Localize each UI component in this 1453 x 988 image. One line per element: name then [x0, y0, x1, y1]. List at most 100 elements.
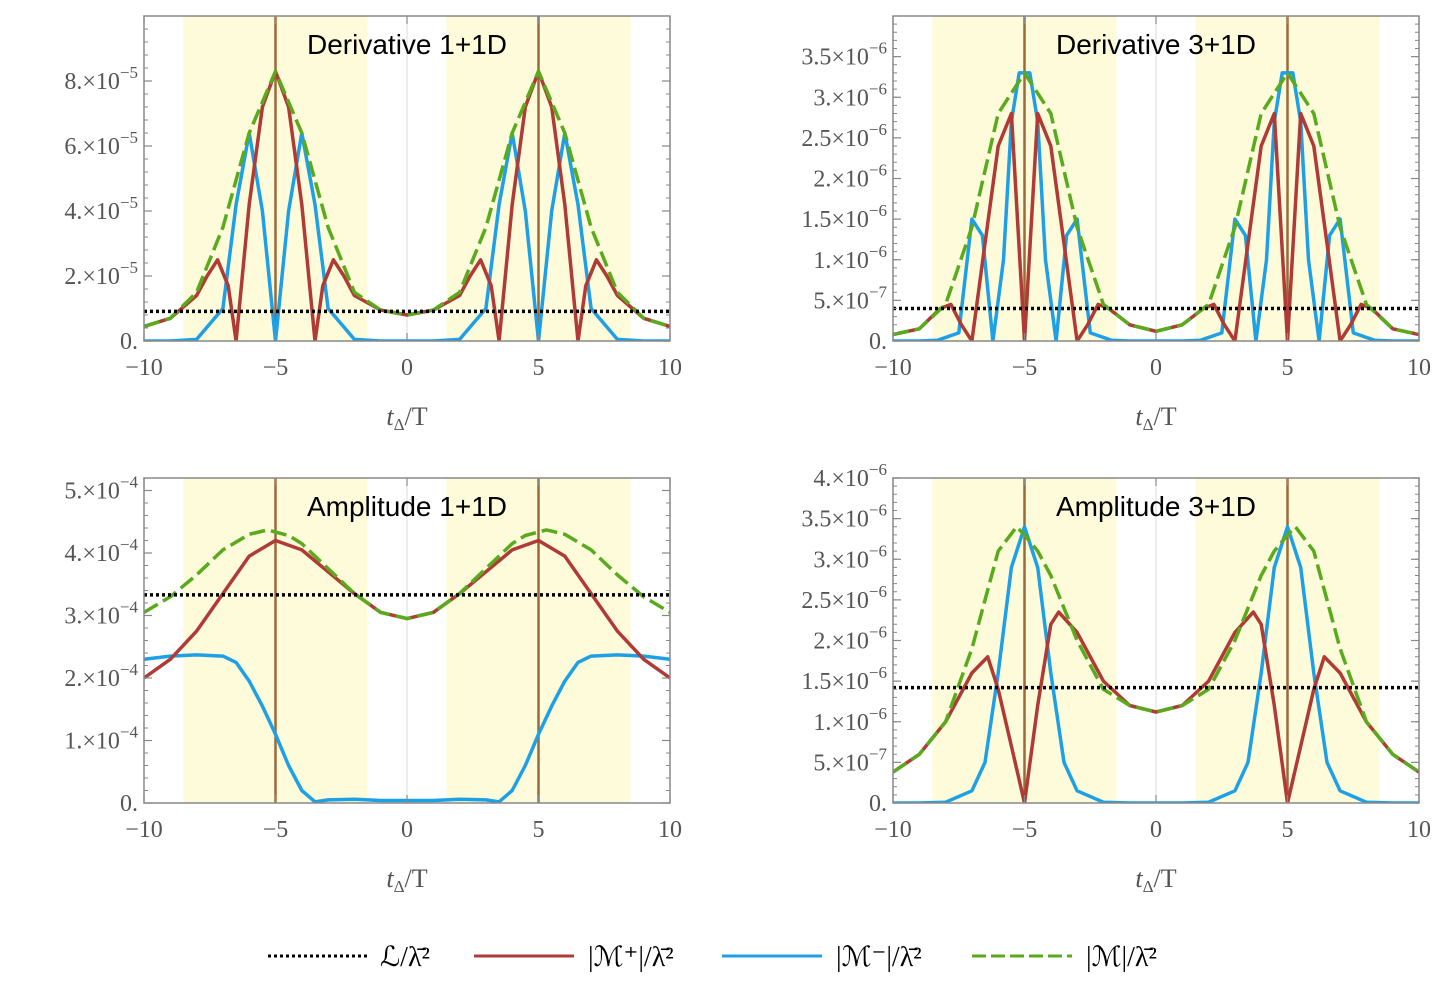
x-tick-label: −5	[263, 817, 289, 843]
y-tick-label: 3.5×10−6	[801, 39, 887, 71]
x-axis-label: tΔ/T	[1135, 864, 1176, 896]
series-Mm	[893, 525, 1419, 803]
x-axis-label-rest: /T	[405, 402, 428, 431]
legend-label-L: ℒ/λ̄²	[380, 942, 430, 973]
y-tick-label: 6.×10−5	[64, 128, 138, 160]
y-tick-exponent: −6	[869, 460, 887, 479]
y-tick-exponent: −4	[120, 473, 139, 492]
y-tick-label: 2.5×10−6	[801, 582, 887, 614]
y-tick-exponent: −7	[869, 744, 888, 763]
chart-title: Amplitude 3+1D	[1056, 491, 1256, 522]
x-tick-label: −10	[125, 355, 163, 381]
series-Mm	[893, 71, 1419, 341]
x-axis-label-sub: Δ	[1143, 877, 1154, 896]
legend: ℒ/λ̄² |ℳ⁺|/λ̄² |ℳ⁻|/λ̄² |ℳ|/λ̄²	[268, 942, 1157, 973]
legend-label-Mm: |ℳ⁻|/λ̄²	[836, 942, 922, 973]
x-axis-label-var: t	[1135, 864, 1143, 893]
x-tick-label: 5	[533, 355, 545, 381]
y-tick-label: 0.	[869, 791, 887, 817]
chart-title: Derivative 3+1D	[1056, 29, 1256, 60]
x-tick-label: 5	[1282, 355, 1294, 381]
y-tick-exponent: −4	[120, 723, 139, 742]
y-tick-label: 1.×10−6	[813, 704, 887, 736]
x-tick-label: −5	[1012, 355, 1038, 381]
x-axis-label-var: t	[386, 864, 394, 893]
x-tick-label: 10	[658, 355, 682, 381]
y-tick-exponent: −5	[120, 193, 138, 212]
y-tick-label: 4.×10−4	[64, 535, 138, 567]
chart-panel-4: −10 −5 0 5 10 0. 5.×10−7 1.×10−6 1.5×10−6 2.×10−6…	[801, 460, 1431, 896]
x-tick-label: −10	[125, 817, 163, 843]
y-tick-label: 5.×10−4	[64, 473, 138, 505]
y-tick-exponent: −5	[120, 128, 138, 147]
y-tick-exponent: −6	[869, 242, 887, 261]
y-tick-label: 5.×10−7	[813, 744, 887, 776]
x-tick-label: −5	[1012, 817, 1038, 843]
x-axis-label: tΔ/T	[1135, 402, 1176, 434]
y-tick-exponent: −4	[120, 660, 139, 679]
legend-label-Mp: |ℳ⁺|/λ̄²	[588, 942, 674, 973]
y-tick-label: 4.×10−6	[813, 460, 887, 492]
x-tick-label: −10	[874, 355, 912, 381]
x-tick-label: 0	[1150, 817, 1162, 843]
x-tick-label: 5	[1282, 817, 1294, 843]
x-axis-label: tΔ/T	[386, 402, 427, 434]
legend-label-M: |ℳ|/λ̄²	[1086, 942, 1157, 973]
series-Mp	[144, 69, 670, 341]
y-tick-label: 1.×10−4	[64, 723, 138, 755]
x-tick-label: 0	[1150, 355, 1162, 381]
y-tick-exponent: −6	[869, 39, 887, 58]
chart-panel-2: −10 −5 0 5 10 0. 5.×10−7 1.×10−6 1.5×10−6 2.×10−6…	[801, 15, 1431, 434]
y-tick-exponent: −5	[120, 258, 138, 277]
chart-title: Amplitude 1+1D	[307, 491, 507, 522]
y-tick-label: 2.×10−4	[64, 660, 138, 692]
y-tick-label: 3.×10−6	[813, 541, 887, 573]
y-tick-label: 8.×10−5	[64, 63, 138, 95]
y-tick-exponent: −6	[869, 541, 887, 560]
y-tick-label: 2.5×10−6	[801, 120, 887, 152]
y-tick-label: 1.5×10−6	[801, 663, 887, 695]
y-tick-label: 4.×10−5	[64, 193, 138, 225]
x-tick-label: 0	[401, 817, 413, 843]
y-tick-exponent: −6	[869, 161, 887, 180]
y-tick-label: 1.5×10−6	[801, 201, 887, 233]
x-tick-label: 0	[401, 355, 413, 381]
y-tick-label: 3.5×10−6	[801, 501, 887, 533]
y-tick-label: 2.×10−5	[64, 258, 138, 290]
x-tick-label: 10	[658, 817, 682, 843]
y-tick-exponent: −4	[120, 598, 139, 617]
y-tick-exponent: −6	[869, 704, 887, 723]
x-axis-label-sub: Δ	[1143, 415, 1154, 434]
x-axis-label-var: t	[386, 402, 394, 431]
series-Mm	[144, 131, 670, 341]
y-tick-label: 2.×10−6	[813, 623, 887, 655]
y-tick-exponent: −7	[869, 282, 888, 301]
y-tick-exponent: −4	[120, 535, 139, 554]
y-tick-label: 0.	[120, 791, 138, 817]
x-tick-label: −10	[874, 817, 912, 843]
series-Mp	[893, 610, 1419, 803]
y-tick-label: 2.×10−6	[813, 161, 887, 193]
y-tick-exponent: −6	[869, 663, 887, 682]
x-tick-label: 10	[1407, 355, 1431, 381]
y-tick-label: 1.×10−6	[813, 242, 887, 274]
x-tick-label: 5	[533, 817, 545, 843]
x-axis-label: tΔ/T	[386, 864, 427, 896]
chart-panel-1: −10 −5 0 5 10 0. 2.×10−5 4.×10−5 6.×10−5 8.×10−5 D…	[64, 15, 682, 434]
y-tick-exponent: −5	[120, 63, 138, 82]
x-axis-label-var: t	[1135, 402, 1143, 431]
x-tick-label: 10	[1407, 817, 1431, 843]
y-tick-exponent: −6	[869, 501, 887, 520]
series-M	[144, 528, 670, 621]
x-axis-label-sub: Δ	[394, 877, 405, 896]
x-axis-label-rest: /T	[1154, 864, 1177, 893]
chart-panel-3: −10 −5 0 5 10 0. 1.×10−4 2.×10−4 3.×10−4 4.×10−4 5…	[64, 473, 682, 897]
x-axis-label-rest: /T	[405, 864, 428, 893]
y-tick-exponent: −6	[869, 120, 887, 139]
x-axis-label-sub: Δ	[394, 415, 405, 434]
y-tick-exponent: −6	[869, 79, 887, 98]
x-tick-label: −5	[263, 355, 289, 381]
y-tick-label: 0.	[869, 329, 887, 355]
series-M	[893, 71, 1419, 337]
